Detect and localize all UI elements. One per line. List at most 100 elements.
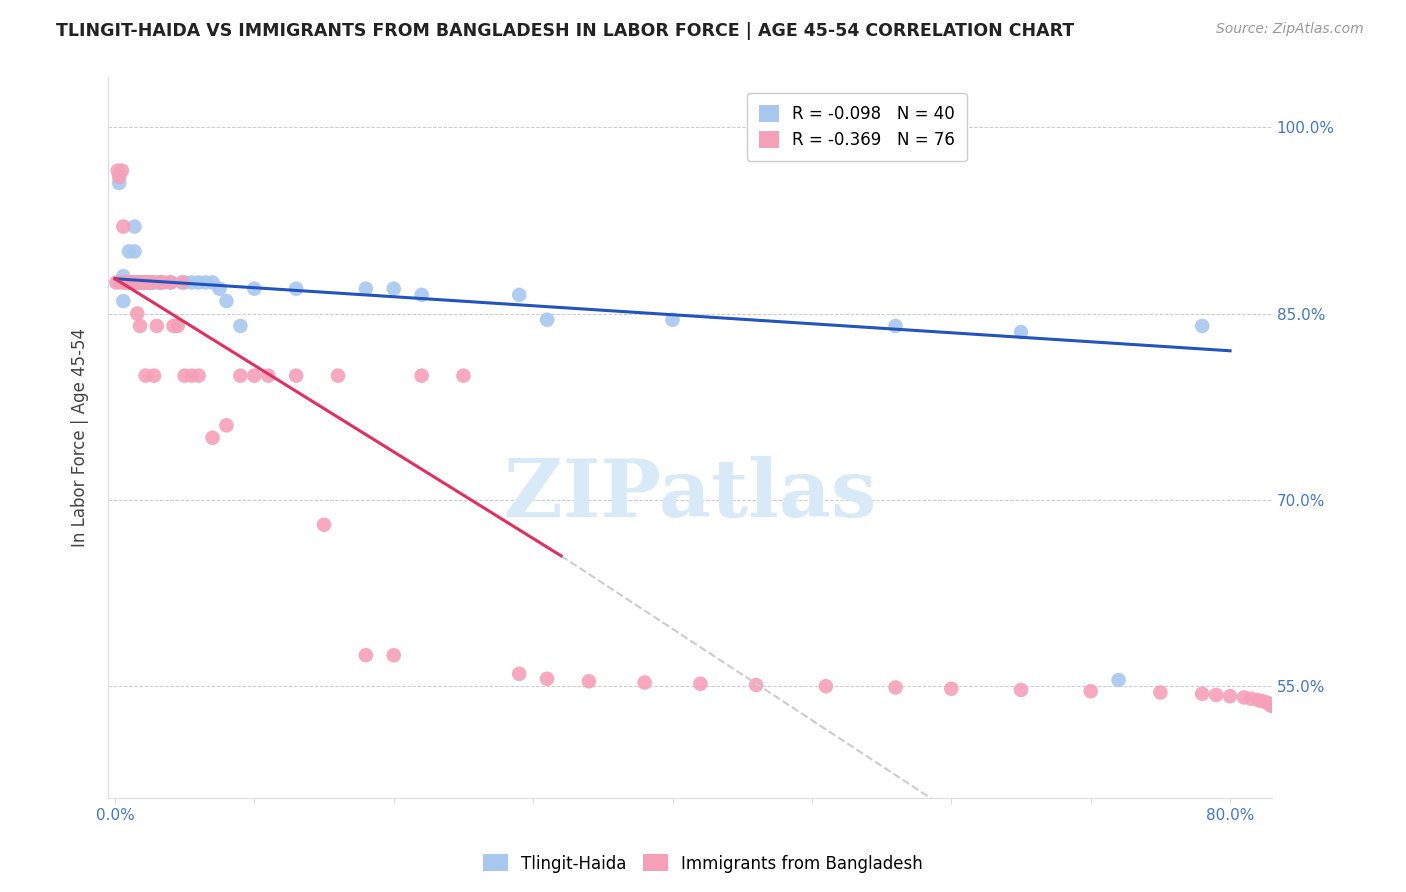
Point [135, 368, 157, 383]
Point [229, 318, 252, 333]
Point [1149, 685, 1171, 699]
Point [122, 276, 145, 290]
Point [1233, 690, 1256, 705]
Point [1240, 691, 1263, 706]
Point [208, 282, 231, 296]
Point [884, 681, 907, 695]
Point [1251, 694, 1274, 708]
Point [633, 675, 655, 690]
Point [411, 288, 433, 302]
Point [180, 368, 202, 383]
Point [508, 288, 530, 302]
Point [136, 276, 159, 290]
Point [118, 276, 141, 290]
Legend: Tlingit-Haida, Immigrants from Bangladesh: Tlingit-Haida, Immigrants from Banglades… [477, 847, 929, 880]
Point [689, 677, 711, 691]
Point [578, 674, 600, 689]
Point [1191, 318, 1213, 333]
Text: TLINGIT-HAIDA VS IMMIGRANTS FROM BANGLADESH IN LABOR FORCE | AGE 45-54 CORRELATI: TLINGIT-HAIDA VS IMMIGRANTS FROM BANGLAD… [56, 22, 1074, 40]
Point [173, 276, 195, 290]
Point [127, 306, 149, 320]
Point [661, 312, 683, 326]
Point [166, 318, 188, 333]
Point [112, 219, 135, 234]
Point [121, 276, 143, 290]
Point [312, 517, 335, 532]
Point [1247, 693, 1270, 707]
Point [148, 276, 170, 290]
Point [129, 276, 152, 290]
Point [257, 368, 280, 383]
Point [135, 276, 157, 290]
Point [127, 276, 149, 290]
Point [124, 219, 146, 234]
Point [132, 276, 155, 290]
Point [1205, 688, 1227, 702]
Point [148, 276, 170, 290]
Point [173, 368, 195, 383]
Point [143, 368, 166, 383]
Point [453, 368, 475, 383]
Point [1260, 698, 1282, 712]
Point [411, 368, 433, 383]
Point [354, 282, 377, 296]
Point [159, 276, 181, 290]
Point [243, 368, 266, 383]
Point [111, 163, 134, 178]
Point [215, 418, 238, 433]
Point [326, 368, 349, 383]
Point [134, 276, 156, 290]
Point [121, 276, 143, 290]
Point [141, 276, 163, 290]
Point [124, 244, 146, 259]
Point [285, 282, 308, 296]
Point [1108, 673, 1130, 687]
Point [132, 276, 155, 290]
Point [115, 276, 138, 290]
Point [162, 318, 184, 333]
Point [129, 276, 152, 290]
Point [194, 276, 217, 290]
Point [128, 276, 150, 290]
Point [118, 276, 141, 290]
Point [536, 312, 558, 326]
Point [131, 276, 153, 290]
Point [187, 276, 209, 290]
Point [146, 318, 169, 333]
Point [110, 276, 132, 290]
Point [127, 276, 149, 290]
Text: Source: ZipAtlas.com: Source: ZipAtlas.com [1216, 22, 1364, 37]
Point [745, 678, 768, 692]
Y-axis label: In Labor Force | Age 45-54: In Labor Force | Age 45-54 [72, 328, 89, 548]
Point [127, 276, 149, 290]
Point [120, 276, 142, 290]
Point [201, 276, 224, 290]
Point [229, 368, 252, 383]
Point [354, 648, 377, 663]
Point [180, 276, 202, 290]
Point [143, 276, 166, 290]
Point [138, 276, 160, 290]
Point [124, 276, 146, 290]
Legend: R = -0.098   N = 40, R = -0.369   N = 76: R = -0.098 N = 40, R = -0.369 N = 76 [747, 93, 967, 161]
Point [884, 318, 907, 333]
Point [243, 282, 266, 296]
Point [108, 169, 131, 184]
Point [941, 681, 963, 696]
Point [117, 276, 139, 290]
Point [285, 368, 308, 383]
Point [1010, 325, 1032, 339]
Point [1080, 684, 1102, 698]
Text: ZIPatlas: ZIPatlas [503, 457, 876, 534]
Point [132, 276, 155, 290]
Point [1010, 683, 1032, 698]
Point [125, 276, 148, 290]
Point [1258, 697, 1281, 711]
Point [112, 269, 135, 284]
Point [1191, 687, 1213, 701]
Point [141, 276, 163, 290]
Point [152, 276, 174, 290]
Point [508, 666, 530, 681]
Point [118, 244, 141, 259]
Point [382, 282, 405, 296]
